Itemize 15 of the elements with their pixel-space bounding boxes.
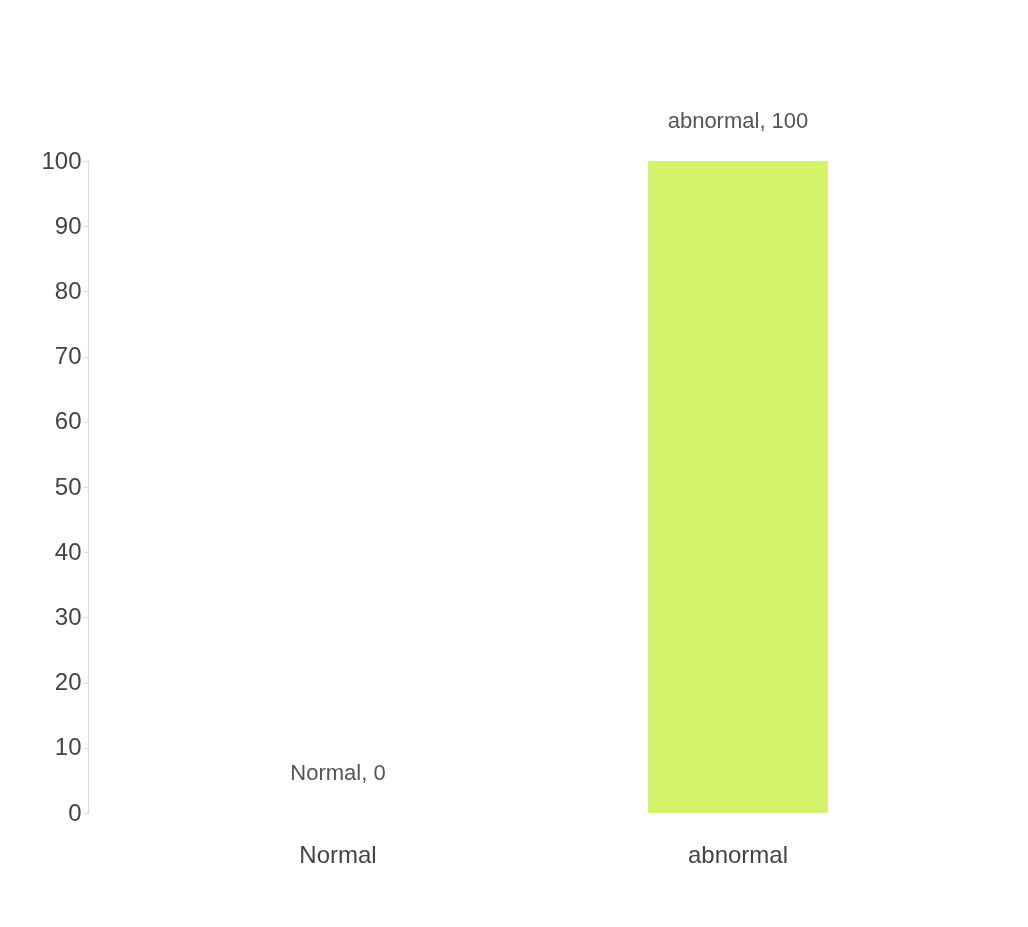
y-tick-label: 70	[54, 342, 82, 370]
x-tick-label: Normal	[299, 840, 377, 868]
y-tick-label: 80	[54, 276, 82, 304]
y-tick-label: 90	[54, 211, 82, 239]
data-label: Normal, 0	[290, 760, 386, 785]
y-tick-label: 0	[68, 798, 82, 826]
y-tick-label: 40	[54, 537, 82, 565]
y-tick-label: 30	[54, 602, 82, 630]
data-label: abnormal, 100	[667, 108, 809, 133]
y-tick-label: 60	[54, 407, 82, 435]
y-tick-label: 100	[41, 146, 82, 174]
y-tick-label: 20	[54, 668, 82, 696]
y-tick-label: 50	[54, 472, 82, 500]
x-tick-label: abnormal	[687, 840, 789, 868]
y-tick-label: 10	[54, 733, 82, 761]
